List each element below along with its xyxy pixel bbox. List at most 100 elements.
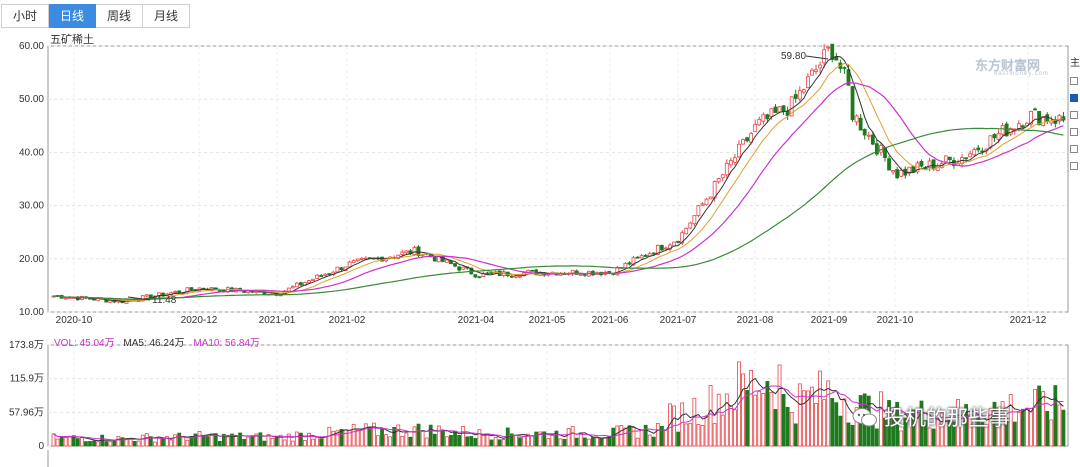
indicator-checkbox-3[interactable] xyxy=(1070,111,1078,119)
candle-body xyxy=(1000,125,1005,135)
candle-body xyxy=(976,147,981,151)
volume-bar xyxy=(907,419,912,447)
candle-body xyxy=(217,289,222,292)
candle-body xyxy=(887,158,891,171)
candle-body xyxy=(355,258,360,261)
volume-bar xyxy=(493,436,498,447)
tab-hour[interactable]: 小时 xyxy=(1,4,50,28)
volume-bar xyxy=(980,422,985,447)
volume-bar xyxy=(647,434,652,447)
candle-body xyxy=(806,76,810,88)
candle-body xyxy=(623,262,628,269)
volume-bar xyxy=(335,430,340,447)
candle-body xyxy=(781,105,786,112)
candle-body xyxy=(797,90,802,100)
volume-bar xyxy=(1012,421,1017,447)
volume-bar xyxy=(148,436,153,447)
ma5-value: MA5: 46.24万 xyxy=(123,338,185,349)
candle-body xyxy=(177,290,182,294)
volume-legend: VOL: 45.04万 MA5: 46.24万 MA10: 56.84万 xyxy=(54,334,266,349)
volume-bar xyxy=(509,433,514,447)
high-arrow xyxy=(805,55,829,60)
volume-bar xyxy=(1004,418,1009,447)
candle-body xyxy=(1045,114,1050,122)
candle-body xyxy=(964,157,968,160)
volume-bar xyxy=(1057,404,1062,447)
volume-bar xyxy=(964,404,968,447)
candle-body xyxy=(351,260,356,263)
volume-bar xyxy=(846,422,851,447)
price-tick-label: 60.00 xyxy=(19,41,44,52)
tab-daily[interactable]: 日线 xyxy=(49,4,97,28)
volume-bar xyxy=(513,435,518,447)
volume-bar xyxy=(996,407,1001,447)
volume-bar xyxy=(384,434,388,447)
volume-bar xyxy=(355,429,360,447)
volume-bar xyxy=(781,393,786,447)
volume-bar xyxy=(1033,388,1037,447)
indicator-checkbox-2[interactable] xyxy=(1070,94,1078,102)
volume-bar xyxy=(749,369,754,447)
volume-bar xyxy=(197,431,202,447)
x-tick-label: 2021-07 xyxy=(660,315,697,326)
volume-bar xyxy=(213,433,218,447)
volume-bar xyxy=(457,435,462,447)
candles xyxy=(51,43,1066,304)
volume-bar xyxy=(635,437,640,447)
volume-bar xyxy=(193,433,198,447)
candle-body xyxy=(643,254,648,257)
indicator-checkbox-1[interactable] xyxy=(1070,77,1078,85)
price-tick-label: 30.00 xyxy=(19,201,44,212)
candle-body xyxy=(664,247,668,250)
x-tick-label: 2021-12 xyxy=(1010,315,1047,326)
volume-bar xyxy=(952,421,956,447)
volume-bar xyxy=(315,437,320,447)
vol-value: VOL: 45.04万 xyxy=(54,338,115,349)
candle-body xyxy=(761,114,766,122)
volume-bar xyxy=(331,430,336,447)
candle-body xyxy=(1057,114,1062,122)
candle-body xyxy=(988,135,993,149)
low-label: 11.48 xyxy=(152,295,177,306)
volume-bar xyxy=(311,438,315,447)
volume-bar xyxy=(108,441,113,447)
indicator-checkbox-4[interactable] xyxy=(1070,128,1078,136)
candle-body xyxy=(680,232,685,244)
indicator-checkbox-6[interactable] xyxy=(1070,162,1078,170)
volume-bar xyxy=(424,437,429,447)
volume-bars xyxy=(51,361,1066,447)
volume-bar xyxy=(631,427,636,447)
volume-bar xyxy=(465,436,470,447)
volume-bar xyxy=(676,431,681,447)
indicator-checkbox-5[interactable] xyxy=(1070,145,1078,153)
volume-bar xyxy=(449,434,453,447)
volume-bar xyxy=(680,402,685,447)
volume-bar xyxy=(440,429,445,447)
volume-bar xyxy=(984,424,989,447)
tab-weekly[interactable]: 周线 xyxy=(96,4,144,28)
candle-body xyxy=(347,261,352,268)
tab-monthly[interactable]: 月线 xyxy=(143,4,191,28)
overlay-caption: 投机的那些事 xyxy=(884,406,1010,430)
volume-bar xyxy=(1049,419,1054,447)
candle-body xyxy=(530,269,535,272)
low-arrow xyxy=(127,296,151,301)
stock-name: 五矿稀土 xyxy=(50,34,94,46)
candle-body xyxy=(1016,123,1021,129)
x-tick-label: 2021-04 xyxy=(458,315,495,326)
price-frame xyxy=(47,45,1069,313)
volume-bar xyxy=(611,427,616,447)
candle-body xyxy=(972,149,977,156)
candle-body xyxy=(473,274,478,278)
volume-bar xyxy=(753,394,758,447)
candle-body xyxy=(672,241,676,247)
volume-bar xyxy=(591,437,595,447)
candle-body xyxy=(842,67,847,69)
wechat-icon xyxy=(852,408,877,427)
candle-body xyxy=(737,143,741,158)
volume-bar xyxy=(842,398,847,447)
volume-bar xyxy=(63,437,68,447)
volume-bar xyxy=(745,389,749,447)
volume-bar xyxy=(919,400,924,447)
